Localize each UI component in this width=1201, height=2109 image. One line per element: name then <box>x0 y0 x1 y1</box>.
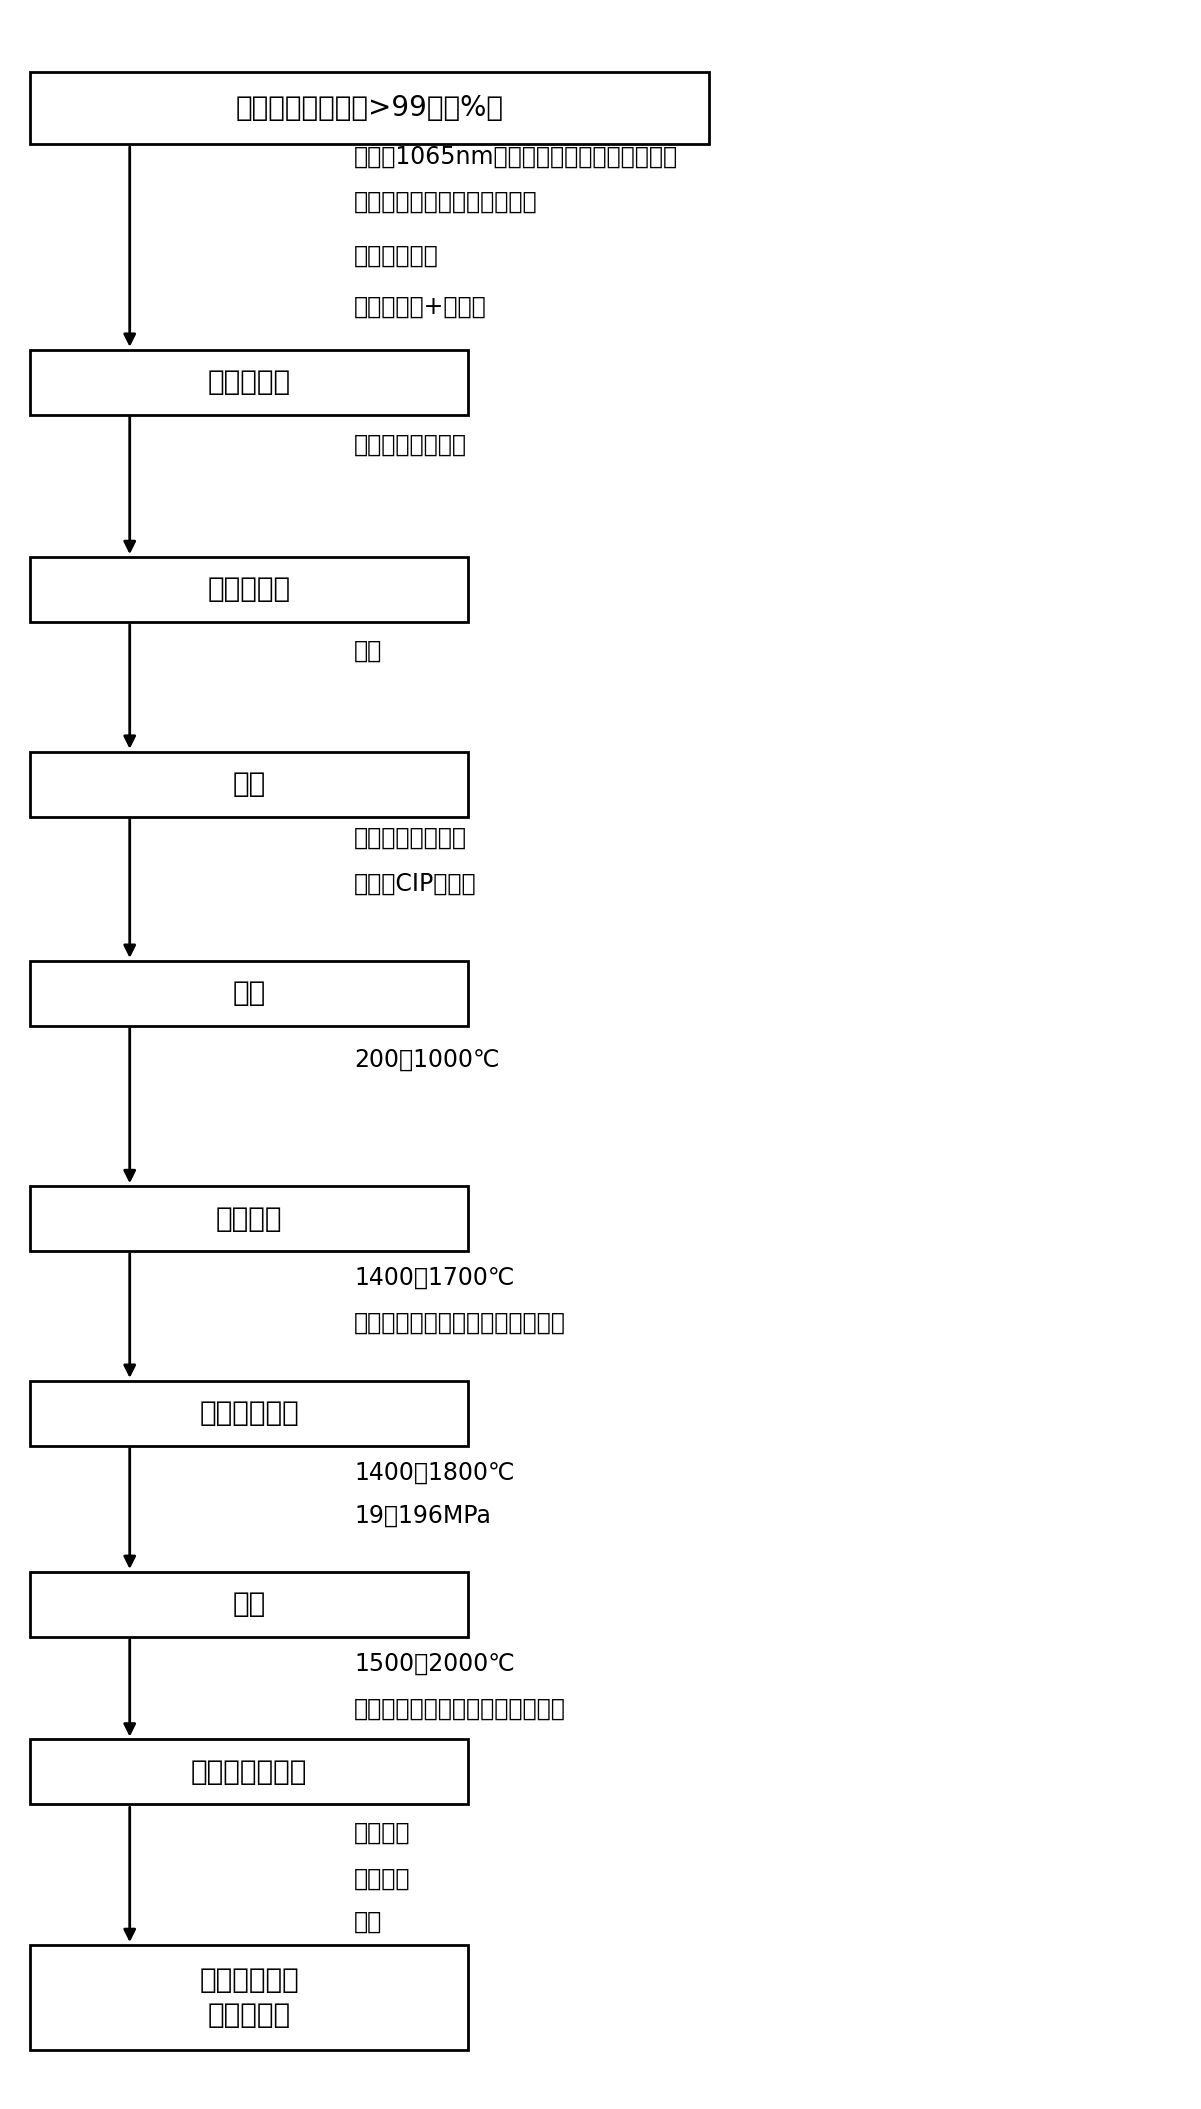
Text: 化学蚀刻: 化学蚀刻 <box>354 1822 411 1845</box>
Bar <box>30 72 709 143</box>
Text: 1500～2000℃: 1500～2000℃ <box>354 1651 515 1677</box>
Bar <box>30 1571 468 1637</box>
Text: 二次（CIP成形）: 二次（CIP成形） <box>354 871 477 894</box>
Text: 添加分散剂+粘合剂: 添加分散剂+粘合剂 <box>354 295 488 318</box>
Text: 成形: 成形 <box>233 770 265 797</box>
Text: 真空、氢气、氮气等非氧化性气氛: 真空、氢气、氮气等非氧化性气氛 <box>354 1698 566 1721</box>
Bar <box>30 751 468 816</box>
Text: 几小时～十几小时: 几小时～十几小时 <box>354 432 467 458</box>
Bar <box>30 1944 468 2050</box>
Text: 罐磨机混合: 罐磨机混合 <box>208 369 291 396</box>
Text: 预烧: 预烧 <box>233 979 265 1008</box>
Bar <box>30 962 468 1025</box>
Text: 磁光材料器件
（隔离器）: 磁光材料器件 （隔离器） <box>199 1966 299 2029</box>
Text: 颗粒: 颗粒 <box>354 639 383 662</box>
Text: 氧化钓粉末（纯度>99质量%）: 氧化钓粉末（纯度>99质量%） <box>235 95 503 122</box>
Text: 研磨: 研磨 <box>354 1909 383 1934</box>
Text: 19～196MPa: 19～196MPa <box>354 1504 491 1527</box>
Text: 退火: 退火 <box>233 1590 265 1618</box>
Text: 机械磨削: 机械磨削 <box>354 1866 411 1890</box>
Text: 加压烧结处理: 加压烧结处理 <box>199 1398 299 1428</box>
Text: 外周、端面加工: 外周、端面加工 <box>191 1759 307 1786</box>
Text: 一次（模具成形）: 一次（模具成形） <box>354 827 467 850</box>
Text: 在波长1065nm处几乎没有吸收的钓氧化物、: 在波长1065nm处几乎没有吸收的钓氧化物、 <box>354 146 679 169</box>
Bar <box>30 557 468 622</box>
Text: 钒氧化物或钙系稀土类氧化物: 钒氧化物或钙系稀土类氧化物 <box>354 190 538 213</box>
Bar <box>30 1740 468 1805</box>
Text: 1400～1800℃: 1400～1800℃ <box>354 1462 515 1485</box>
Text: 1400～1700℃: 1400～1700℃ <box>354 1265 515 1291</box>
Bar <box>30 350 468 415</box>
Text: 200～1000℃: 200～1000℃ <box>354 1048 500 1071</box>
Bar <box>30 1185 468 1251</box>
Text: 添加烧结助剂: 添加烧结助剂 <box>354 245 440 268</box>
Text: 真空、氢气、氮气等非氧化性气氛: 真空、氢气、氮气等非氧化性气氛 <box>354 1312 566 1335</box>
Text: 正式烧成: 正式烧成 <box>216 1204 282 1232</box>
Text: 喷雾式干燥: 喷雾式干燥 <box>208 576 291 603</box>
Bar <box>30 1381 468 1445</box>
